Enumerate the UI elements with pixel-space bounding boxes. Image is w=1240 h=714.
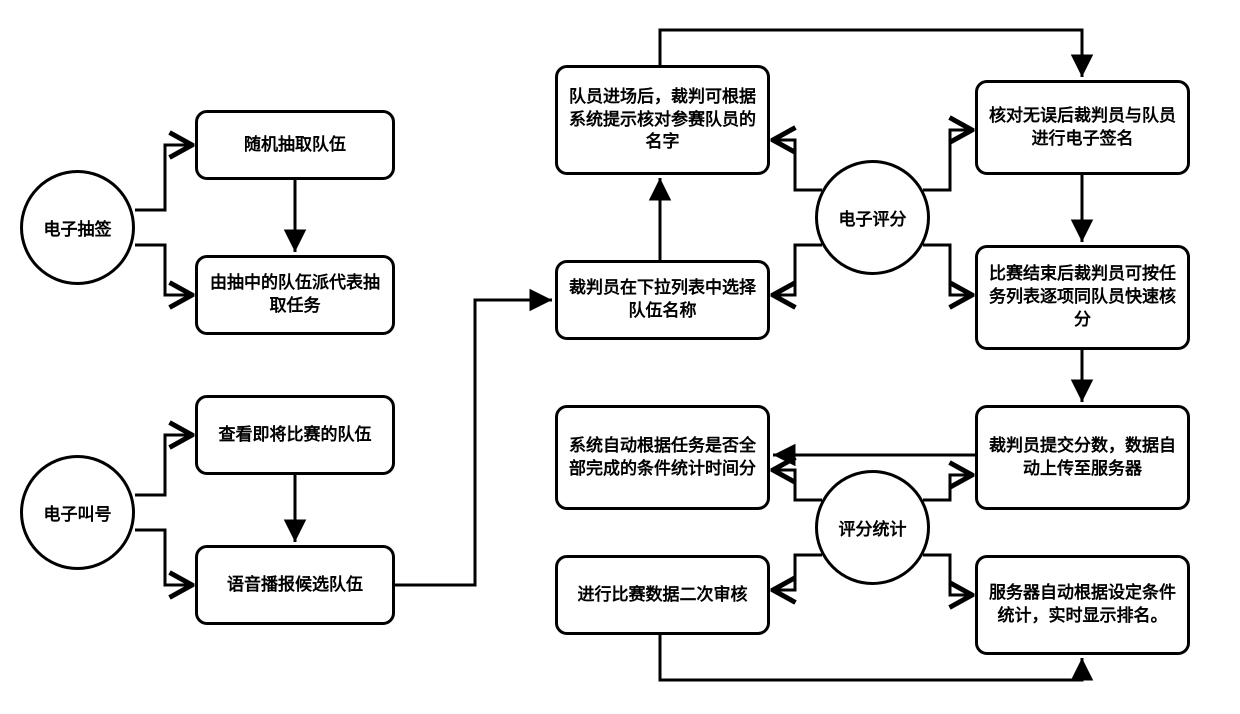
edge — [773, 555, 822, 590]
node-esign: 核对无误后裁判员与队员进行电子签名 — [975, 80, 1190, 175]
node-label: 核对无误后裁判员与队员进行电子签名 — [988, 105, 1177, 151]
node-label: 队员进场后，裁判可根据系统提示核对参赛队员的名字 — [568, 86, 757, 155]
node-label: 裁判员提交分数，数据自动上传至服务器 — [988, 435, 1177, 481]
node-label: 裁判员在下拉列表中选择队伍名称 — [568, 277, 757, 323]
edge — [773, 140, 822, 190]
circle-label: 电子叫号 — [44, 500, 112, 525]
edge — [135, 245, 192, 295]
circle-score-stats: 评分统计 — [815, 470, 930, 585]
node-verify-names: 队员进场后，裁判可根据系统提示核对参赛队员的名字 — [555, 65, 770, 175]
circle-label: 电子抽签 — [44, 215, 112, 240]
edge — [135, 145, 192, 210]
edge — [923, 475, 972, 500]
edge — [395, 300, 552, 585]
node-quick-check: 比赛结束后裁判员可按任务列表逐项同队员快速核分 — [975, 245, 1190, 350]
node-label: 随机抽取队伍 — [244, 134, 346, 157]
node-voice-announce: 语音播报候选队伍 — [195, 545, 395, 625]
node-auto-time-score: 系统自动根据任务是否全部完成的条件统计时间分 — [555, 405, 770, 510]
edge — [773, 470, 822, 500]
circle-electronic-call: 电子叫号 — [20, 455, 135, 570]
node-label: 系统自动根据任务是否全部完成的条件统计时间分 — [568, 435, 757, 481]
circle-label: 评分统计 — [839, 515, 907, 540]
edge — [773, 245, 822, 295]
edge — [923, 130, 972, 190]
node-label: 服务器自动根据设定条件统计，实时显示排名。 — [988, 582, 1177, 628]
node-draw-task: 由抽中的队伍派代表抽取任务 — [195, 255, 395, 335]
node-select-team: 裁判员在下拉列表中选择队伍名称 — [555, 260, 770, 340]
edge — [135, 435, 192, 495]
node-second-review: 进行比赛数据二次审核 — [555, 555, 770, 635]
circle-electronic-score: 电子评分 — [815, 160, 930, 275]
node-label: 进行比赛数据二次审核 — [578, 584, 748, 607]
circle-label: 电子评分 — [839, 205, 907, 230]
node-label: 由抽中的队伍派代表抽取任务 — [208, 272, 382, 318]
node-label: 比赛结束后裁判员可按任务列表逐项同队员快速核分 — [988, 263, 1177, 332]
node-server-ranking: 服务器自动根据设定条件统计，实时显示排名。 — [975, 555, 1190, 655]
edge — [923, 245, 972, 295]
node-view-upcoming: 查看即将比赛的队伍 — [195, 395, 395, 475]
node-label: 查看即将比赛的队伍 — [219, 424, 372, 447]
node-label: 语音播报候选队伍 — [227, 574, 363, 597]
edge — [923, 555, 972, 595]
edge — [135, 530, 192, 585]
node-submit-upload: 裁判员提交分数，数据自动上传至服务器 — [975, 405, 1190, 510]
circle-electronic-draw: 电子抽签 — [20, 170, 135, 285]
node-random-team: 随机抽取队伍 — [195, 110, 395, 180]
